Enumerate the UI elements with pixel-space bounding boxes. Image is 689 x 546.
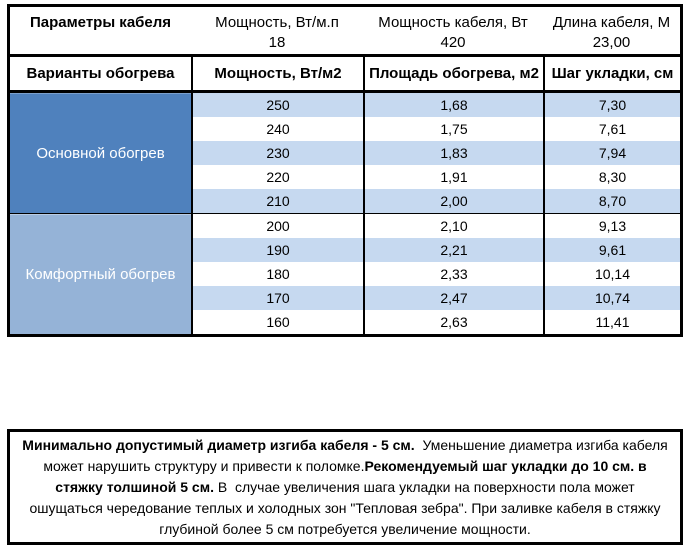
param-power-per-meter-value: 18 <box>268 34 286 51</box>
cell-area: 1,75 <box>363 117 543 141</box>
cell-area: 2,10 <box>363 214 543 238</box>
param-power-per-meter-header: Мощность, Вт/м.п <box>215 14 339 31</box>
section-label-comfort: Комфортный обогрев <box>10 214 191 334</box>
cell-step: 8,30 <box>543 165 680 189</box>
note-box: Минимально допустимый диаметр изгиба каб… <box>7 429 683 545</box>
main-heating-rows: 250 1,68 7,30 240 1,75 7,61 230 1,83 7,9… <box>191 93 680 213</box>
cell-step: 8,70 <box>543 189 680 213</box>
section-label-main: Основной обогрев <box>10 93 191 213</box>
cell-step: 7,94 <box>543 141 680 165</box>
column-header-area: Площадь обогрева, м2 <box>363 57 543 90</box>
cell-step: 11,41 <box>543 310 680 334</box>
cell-step: 7,30 <box>543 93 680 117</box>
column-header-step: Шаг укладки, см <box>543 57 680 90</box>
cell-step: 9,13 <box>543 214 680 238</box>
cell-area: 2,47 <box>363 286 543 310</box>
cell-power: 200 <box>191 214 363 238</box>
comfort-heating-rows: 200 2,10 9,13 190 2,21 9,61 180 2,33 10,… <box>191 214 680 334</box>
cell-power: 210 <box>191 189 363 213</box>
cell-power: 180 <box>191 262 363 286</box>
cable-parameters-table: Параметры кабеля Мощность, Вт/м.п 18 Мощ… <box>7 4 683 337</box>
note-text: Минимально допустимый диаметр изгиба каб… <box>20 435 670 540</box>
note-segment: Уменьшение диаметра изгиба кабеля может … <box>43 436 672 474</box>
param-cable-length-header: Длина кабеля, М <box>552 14 671 31</box>
cell-area: 2,21 <box>363 238 543 262</box>
cell-step: 10,14 <box>543 262 680 286</box>
cell-step: 10,74 <box>543 286 680 310</box>
cell-power: 190 <box>191 238 363 262</box>
cell-power: 230 <box>191 141 363 165</box>
param-power-per-meter-cell: Мощность, Вт/м.п 18 <box>191 7 363 54</box>
cell-power: 240 <box>191 117 363 141</box>
params-title: Параметры кабеля <box>29 14 172 31</box>
table-row: 170 2,47 10,74 <box>191 286 680 310</box>
table-row: 190 2,21 9,61 <box>191 238 680 262</box>
cell-area: 1,91 <box>363 165 543 189</box>
cell-step: 7,61 <box>543 117 680 141</box>
cable-params-section: Параметры кабеля Мощность, Вт/м.п 18 Мощ… <box>10 7 680 54</box>
table-row: 250 1,68 7,30 <box>191 93 680 117</box>
params-title-empty-value <box>10 34 191 54</box>
table-row: 210 2,00 8,70 <box>191 189 680 213</box>
param-cable-length-cell: Длина кабеля, М 23,00 <box>543 7 680 54</box>
cell-area: 2,33 <box>363 262 543 286</box>
table-row: 180 2,33 10,14 <box>191 262 680 286</box>
column-header-row: Варианты обогрева Мощность, Вт/м2 Площад… <box>10 54 680 93</box>
cell-power: 220 <box>191 165 363 189</box>
table-row: 220 1,91 8,30 <box>191 165 680 189</box>
cell-area: 2,63 <box>363 310 543 334</box>
cell-power: 250 <box>191 93 363 117</box>
note-segment: Рекомендуемый шаг укладки до 10 см. в ст… <box>55 457 651 495</box>
column-header-variants: Варианты обогрева <box>26 65 175 82</box>
cell-area: 1,83 <box>363 141 543 165</box>
table-row: 200 2,10 9,13 <box>191 214 680 238</box>
comfort-heating-section: Комфортный обогрев 200 2,10 9,13 190 2,2… <box>10 213 680 334</box>
table-row: 160 2,63 11,41 <box>191 310 680 334</box>
cell-step: 9,61 <box>543 238 680 262</box>
param-cable-length-value: 23,00 <box>592 34 631 51</box>
note-segment: Минимально допустимый диаметр изгиба каб… <box>22 436 415 453</box>
param-cable-power-cell: Мощность кабеля, Вт 420 <box>363 7 543 54</box>
param-cable-power-value: 420 <box>440 34 466 51</box>
cell-power: 170 <box>191 286 363 310</box>
table-row: 230 1,83 7,94 <box>191 141 680 165</box>
cell-power: 160 <box>191 310 363 334</box>
cell-area: 1,68 <box>363 93 543 117</box>
table-row: 240 1,75 7,61 <box>191 117 680 141</box>
main-heating-section: Основной обогрев 250 1,68 7,30 240 1,75 … <box>10 93 680 213</box>
param-title-cell: Параметры кабеля <box>10 7 191 54</box>
param-cable-power-header: Мощность кабеля, Вт <box>378 14 528 31</box>
note-segment: В случае увеличения шага укладки на пове… <box>29 478 665 537</box>
cell-area: 2,00 <box>363 189 543 213</box>
column-header-power: Мощность, Вт/м2 <box>191 57 363 90</box>
